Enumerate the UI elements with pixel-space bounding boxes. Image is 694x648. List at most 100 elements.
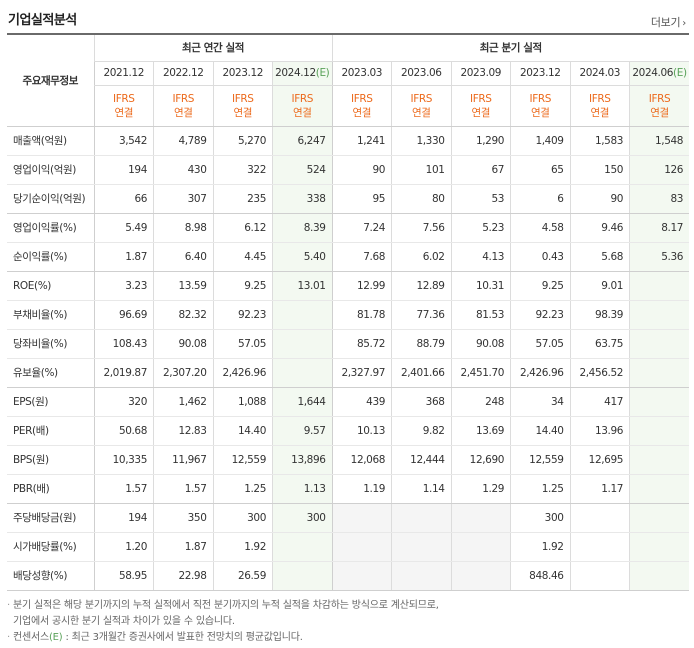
period-header: 2024.06(E) bbox=[629, 61, 690, 86]
period-header: 2023.06 bbox=[391, 61, 452, 86]
value-cell: 9.82 bbox=[391, 416, 452, 446]
value-cell: 1.25 bbox=[212, 474, 273, 504]
value-cell: 5.40 bbox=[272, 242, 333, 272]
value-cell: 6.40 bbox=[153, 242, 213, 272]
value-cell: 4.13 bbox=[450, 242, 511, 272]
period-label: 2022.12 bbox=[162, 67, 204, 79]
value-cell bbox=[629, 445, 690, 475]
value-cell bbox=[629, 329, 690, 359]
period-label: 2023.12 bbox=[519, 67, 561, 79]
value-cell: 8.98 bbox=[153, 213, 213, 243]
value-cell: 1.25 bbox=[510, 474, 571, 504]
row-label: 영업이익(억원) bbox=[7, 155, 94, 185]
row-label: 시가배당률(%) bbox=[7, 532, 94, 562]
value-cell: 12,559 bbox=[510, 445, 571, 475]
value-cell: 1,088 bbox=[212, 387, 273, 417]
estimate-mark: (E) bbox=[673, 67, 687, 79]
period-label: 2024.06 bbox=[632, 67, 674, 79]
value-cell: 1,290 bbox=[450, 126, 511, 156]
value-cell: 67 bbox=[450, 155, 511, 185]
value-cell: 9.25 bbox=[510, 271, 571, 301]
value-cell: 150 bbox=[569, 155, 630, 185]
value-cell: 2,307.20 bbox=[153, 358, 213, 388]
period-label: 2024.12 bbox=[275, 67, 316, 79]
period-label: 2023.06 bbox=[400, 67, 442, 79]
value-cell: 66 bbox=[93, 184, 154, 214]
basis-header: IFRS 연결 bbox=[510, 85, 571, 127]
value-cell: 57.05 bbox=[510, 329, 571, 359]
table-row: EPS(원) 320 1,462 1,088 1,644 439 368 248 34 417 bbox=[7, 387, 690, 417]
value-cell: 96.69 bbox=[93, 300, 154, 330]
basis-bottom: 연결 bbox=[471, 106, 491, 119]
basis-header: IFRS 연결 bbox=[93, 85, 154, 127]
table-row: 영업이익률(%) 5.49 8.98 6.12 8.39 7.24 7.56 5.23 4.58… bbox=[7, 213, 690, 243]
basis-bottom: 연결 bbox=[233, 106, 253, 119]
value-cell: 13.01 bbox=[272, 271, 333, 301]
value-cell: 10.31 bbox=[450, 271, 511, 301]
value-cell: 1.87 bbox=[93, 242, 154, 272]
row-header-label: 주요재무정보 bbox=[7, 33, 94, 127]
footnote-1-line1: 분기 실적은 해당 분기까지의 누적 실적에서 직전 분기까지의 누적 실적을 … bbox=[12, 600, 439, 611]
value-cell: 2,327.97 bbox=[331, 358, 392, 388]
value-cell: 81.53 bbox=[450, 300, 511, 330]
value-cell: 13.69 bbox=[450, 416, 511, 446]
value-cell: 1.57 bbox=[153, 474, 213, 504]
basis-header: IFRS 연결 bbox=[153, 85, 213, 127]
value-cell: 2,426.96 bbox=[510, 358, 571, 388]
value-cell: 9.25 bbox=[212, 271, 273, 301]
value-cell: 1.87 bbox=[153, 532, 213, 562]
value-cell: 14.40 bbox=[510, 416, 571, 446]
value-cell: 6,247 bbox=[272, 126, 333, 156]
value-cell: 95 bbox=[331, 184, 392, 214]
value-cell: 50.68 bbox=[93, 416, 154, 446]
value-cell: 1.13 bbox=[272, 474, 333, 504]
value-cell bbox=[629, 561, 690, 591]
value-cell: 194 bbox=[93, 155, 154, 185]
value-cell: 90 bbox=[569, 184, 630, 214]
more-link[interactable]: 더보기 › bbox=[651, 14, 686, 30]
row-label: 부채비율(%) bbox=[7, 300, 94, 330]
value-cell: 5.49 bbox=[93, 213, 154, 243]
value-cell: 1.20 bbox=[93, 532, 154, 562]
value-cell: 4,789 bbox=[153, 126, 213, 156]
value-cell: 307 bbox=[153, 184, 213, 214]
row-label: 순이익률(%) bbox=[7, 242, 94, 272]
basis-top: IFRS bbox=[589, 92, 611, 105]
table-row: BPS(원) 10,335 11,967 12,559 13,896 12,068 12,4… bbox=[7, 445, 690, 475]
value-cell: 2,401.66 bbox=[391, 358, 452, 388]
basis-top: IFRS bbox=[291, 92, 314, 105]
value-cell: 1.19 bbox=[331, 474, 392, 504]
value-cell bbox=[331, 503, 392, 533]
value-cell: 12,559 bbox=[212, 445, 273, 475]
period-header: 2022.12 bbox=[153, 61, 213, 86]
value-cell: 1,583 bbox=[569, 126, 630, 156]
value-cell: 1,644 bbox=[272, 387, 333, 417]
value-cell: 9.57 bbox=[272, 416, 333, 446]
more-label: 더보기 bbox=[650, 16, 681, 29]
value-cell: 300 bbox=[212, 503, 273, 533]
value-cell: 0.43 bbox=[510, 242, 571, 272]
section-title: 기업실적분석 bbox=[8, 13, 77, 28]
value-cell bbox=[629, 474, 690, 504]
value-cell: 13.96 bbox=[569, 416, 630, 446]
period-label: 2021.12 bbox=[103, 67, 145, 79]
value-cell: 8.39 bbox=[272, 213, 333, 243]
value-cell: 8.17 bbox=[629, 213, 690, 243]
value-cell: 430 bbox=[153, 155, 213, 185]
value-cell: 524 bbox=[272, 155, 333, 185]
value-cell bbox=[629, 503, 690, 533]
value-cell bbox=[391, 561, 452, 591]
basis-top: IFRS bbox=[113, 92, 135, 105]
period-header: 2024.03 bbox=[569, 61, 630, 86]
basis-header: IFRS 연결 bbox=[331, 85, 392, 127]
value-cell: 3,542 bbox=[93, 126, 154, 156]
basis-top: IFRS bbox=[172, 92, 195, 105]
basis-bottom: 연결 bbox=[173, 106, 193, 119]
value-cell: 26.59 bbox=[212, 561, 273, 591]
row-label: PER(배) bbox=[7, 416, 94, 446]
value-cell: 88.79 bbox=[391, 329, 452, 359]
table-row: ROE(%) 3.23 13.59 9.25 13.01 12.99 12.89 10.31 9… bbox=[7, 271, 690, 301]
value-cell: 77.36 bbox=[391, 300, 452, 330]
value-cell: 300 bbox=[510, 503, 571, 533]
footnote-2-rest: : 최근 3개월간 증권사에서 발표한 전망치의 평균값입니다. bbox=[65, 632, 303, 643]
